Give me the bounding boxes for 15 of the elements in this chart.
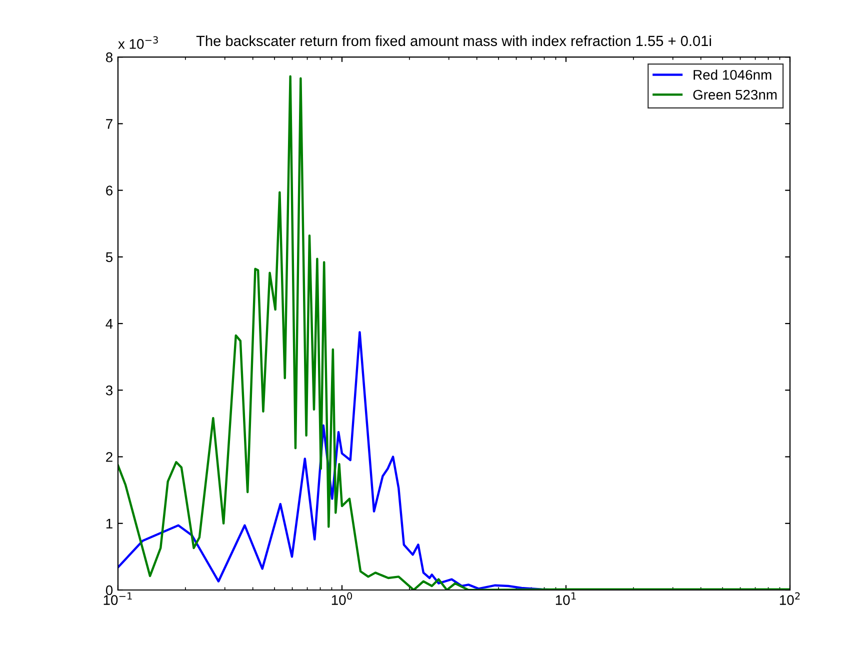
legend-label: Green 523nm — [693, 90, 777, 100]
y-tick-label: 4 — [106, 319, 113, 329]
y-tick-label: 6 — [106, 186, 112, 196]
chart-title: The backscater return from fixed amount mass with index refraction 1.55 + 0.01i — [196, 35, 711, 46]
legend-label: Red 1046nm — [694, 70, 772, 80]
text: x 10$^{−3}$ — [118, 36, 158, 49]
x-tick-label: 10$^{2}$ — [780, 592, 800, 605]
y-tick-label: 5 — [106, 252, 113, 262]
y-tick-label: 7 — [106, 119, 112, 129]
x-tick-label: 10$^{1}$ — [556, 592, 576, 605]
x-tick-label: 10$^{0}$ — [332, 592, 352, 605]
y-tick-label: 1 — [106, 518, 112, 528]
y-tick-label: 3 — [106, 385, 112, 396]
y-tick-label: 2 — [106, 452, 112, 462]
y-tick-label: 8 — [106, 52, 113, 62]
